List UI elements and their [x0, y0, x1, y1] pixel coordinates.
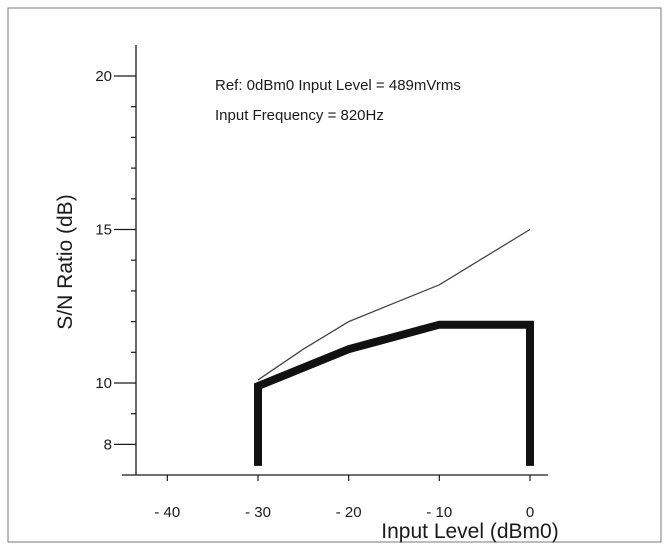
x-tick-label: - 30	[245, 504, 271, 521]
annotation-ref: Ref: 0dBm0 Input Level = 489mVrms	[215, 77, 461, 94]
plot-border	[7, 7, 662, 543]
measured-snr-series	[257, 228, 531, 381]
annotations: Ref: 0dBm0 Input Level = 489mVrms Input …	[215, 77, 461, 124]
x-tick-label: - 20	[336, 504, 362, 521]
y-tick-label: 10	[95, 375, 112, 392]
x-tick-label: - 40	[154, 504, 180, 521]
y-tick-label: 20	[95, 68, 112, 85]
x-tick-label: 0	[526, 504, 534, 521]
annotation-frequency: Input Frequency = 820Hz	[215, 107, 384, 124]
y-tick-label: 15	[95, 222, 112, 239]
limit-line-series	[254, 320, 534, 466]
x-tick-label: - 10	[426, 504, 452, 521]
x-axis-title: Input Level (dBm0)	[381, 520, 558, 543]
y-tick-label: 8	[104, 436, 112, 453]
y-axis-title: S/N Ratio (dB)	[54, 194, 77, 329]
